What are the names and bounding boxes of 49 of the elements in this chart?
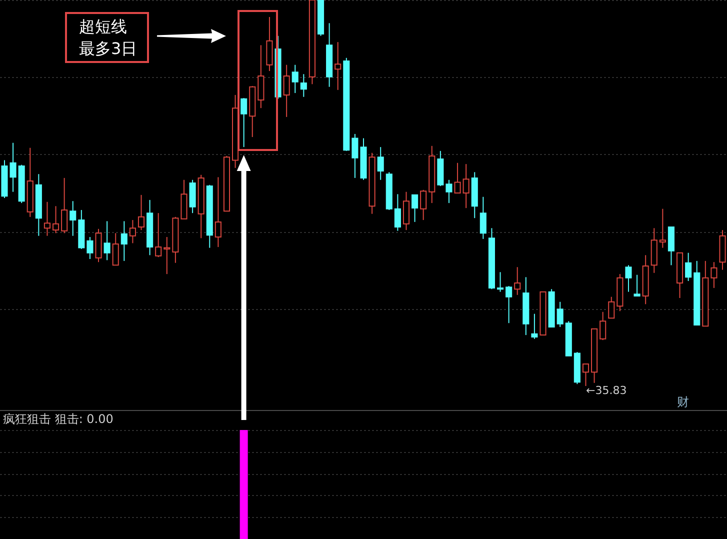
candlestick	[480, 196, 486, 240]
candlestick	[506, 286, 512, 324]
candlestick	[659, 208, 666, 248]
candlestick	[104, 220, 110, 261]
candlestick	[556, 301, 564, 328]
candlestick	[155, 212, 162, 258]
annotation: 超短线最多3日	[79, 16, 138, 60]
candlestick	[685, 252, 692, 282]
candlestick	[283, 64, 290, 118]
candlestick	[240, 98, 248, 148]
candlestick	[600, 311, 606, 341]
candlestick	[402, 191, 410, 231]
candlestick	[394, 194, 401, 232]
candlestick	[214, 176, 222, 248]
candlestick	[334, 42, 342, 90]
candlestick	[625, 264, 632, 292]
candlestick	[164, 236, 170, 275]
candlestick	[634, 274, 640, 297]
candlestick	[258, 44, 264, 109]
candlestick	[446, 179, 452, 204]
candlestick	[462, 164, 470, 209]
candlestick	[454, 162, 461, 194]
candlestick	[377, 146, 384, 180]
candlestick	[70, 200, 76, 236]
candlestick	[266, 16, 273, 72]
candlestick	[52, 206, 60, 234]
candlestick	[710, 262, 718, 288]
candlestick	[352, 133, 358, 178]
candlestick	[86, 236, 94, 260]
candlestick	[10, 142, 16, 192]
candlestick	[44, 201, 51, 236]
text: 财	[677, 395, 689, 409]
candlestick	[668, 226, 675, 266]
candlestick	[120, 220, 128, 262]
chart-title: 疯狂狙击 狙击: 0.00	[3, 412, 114, 426]
candlestick	[514, 266, 521, 296]
candlestick	[412, 194, 418, 222]
candlestick	[112, 232, 119, 266]
candlestick	[189, 179, 196, 214]
candlestick	[138, 194, 145, 231]
candlestick	[300, 74, 307, 98]
candlestick	[61, 177, 68, 234]
candlestick	[531, 313, 538, 340]
candlestick	[292, 64, 298, 94]
candlestick	[129, 220, 136, 244]
annotation: ←35.83	[586, 384, 627, 397]
candlestick	[420, 189, 427, 221]
candlestick	[496, 272, 504, 292]
candlestick	[608, 296, 615, 319]
